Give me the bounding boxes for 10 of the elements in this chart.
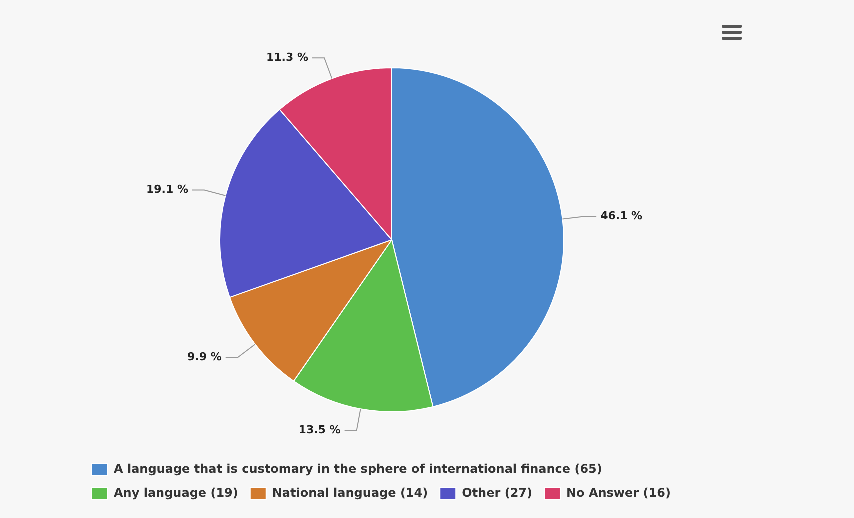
legend-label: National language (14) bbox=[272, 486, 428, 500]
data-label: 9.9 % bbox=[188, 350, 222, 364]
data-label: 19.1 % bbox=[146, 183, 188, 196]
legend-label: Other (27) bbox=[462, 486, 533, 500]
data-label: 11.3 % bbox=[266, 50, 309, 64]
legend-label: Any language (19) bbox=[114, 486, 238, 500]
data-label: 13.5 % bbox=[298, 424, 341, 437]
legend-label: No Answer (16) bbox=[566, 486, 671, 500]
legend-label: A language that is customary in the sphere of international finance (65) bbox=[114, 462, 602, 476]
data-label: 46.1 % bbox=[600, 209, 643, 222]
